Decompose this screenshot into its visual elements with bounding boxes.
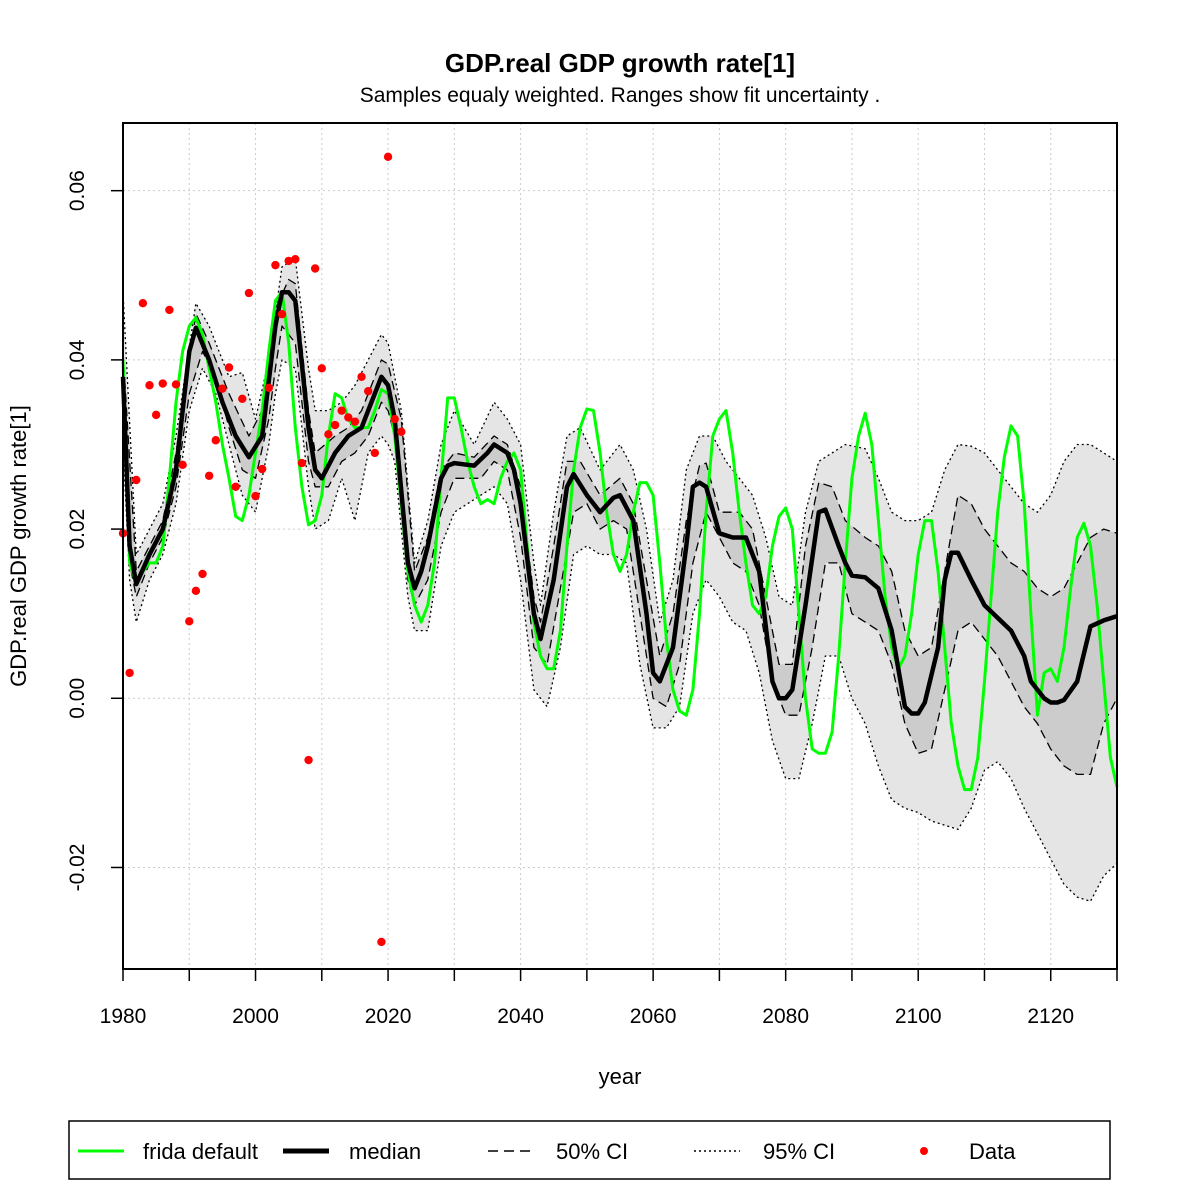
data-point: [138, 298, 148, 308]
data-point: [363, 386, 373, 396]
frida-default-line: [121, 290, 1119, 792]
data-point: [151, 410, 161, 420]
data-point: [145, 381, 154, 390]
x-tick-label: 2120: [1027, 1005, 1074, 1028]
y-axis: -0.02 0.00 0.02 0.04 0.06: [66, 170, 123, 891]
chart-title: GDP.real GDP growth rate[1]: [445, 48, 795, 78]
data-point: [251, 491, 260, 501]
data-point: [204, 471, 214, 480]
data-point: [211, 436, 220, 445]
x-tick-label: 2020: [365, 1005, 412, 1028]
data-point: [198, 569, 207, 579]
x-tick-label: 2040: [497, 1005, 544, 1028]
x-axis: 1980 2000 2020 2040 2060 2080 2100 2120: [100, 969, 1118, 1028]
data-point: [310, 264, 320, 273]
y-tick-label: 0.04: [66, 339, 89, 380]
data-point: [324, 430, 333, 439]
y-tick-label: 0.02: [66, 509, 89, 550]
data-point: [264, 383, 273, 392]
data-point: [257, 464, 267, 474]
y-tick-label: 0.06: [66, 170, 89, 211]
x-tick-label: 2100: [895, 1005, 942, 1028]
data-point: [357, 372, 366, 381]
chart-subtitle: Samples equaly weighted. Ranges show fit…: [360, 84, 881, 107]
data-point: [165, 305, 174, 315]
x-tick-label: 1980: [100, 1005, 147, 1028]
data-point: [397, 427, 406, 436]
data-point: [337, 406, 346, 415]
y-tick-label: 0.00: [66, 678, 89, 719]
data-point: [317, 364, 326, 373]
data-point: [125, 668, 134, 678]
data-point: [383, 152, 393, 162]
data-point: [291, 255, 300, 264]
data-point: [284, 256, 293, 266]
data-point: [158, 379, 167, 388]
data-point: [370, 448, 380, 458]
ci50-lower-line: [122, 325, 1118, 776]
data-points: [118, 152, 406, 947]
data-point: [191, 586, 201, 596]
legend-label-ci95: 95% CI: [763, 1139, 835, 1164]
x-tick-label: 2080: [762, 1005, 809, 1028]
data-point: [330, 420, 340, 430]
y-tick-label: -0.02: [66, 844, 89, 892]
data-point: [231, 482, 240, 491]
data-point: [224, 363, 234, 372]
ci95-upper-line: [122, 257, 1118, 623]
data-point: [238, 394, 247, 403]
legend-label-ci50: 50% CI: [556, 1139, 628, 1164]
legend-label-median: median: [349, 1139, 421, 1164]
data-point: [350, 417, 360, 426]
series-lines: [120, 257, 1119, 902]
x-axis-label: year: [599, 1064, 642, 1089]
data-point: [304, 755, 313, 765]
data-point: [132, 475, 141, 485]
plot-frame: [122, 122, 1118, 970]
data-point: [277, 309, 287, 319]
legend-swatch-data: [920, 1147, 928, 1155]
data-point: [390, 414, 399, 424]
data-point: [377, 937, 386, 947]
x-tick-label: 2060: [630, 1005, 677, 1028]
legend-box: [68, 1120, 1111, 1180]
data-point: [218, 384, 227, 393]
x-tick-label: 2000: [232, 1005, 279, 1028]
data-point: [178, 460, 187, 469]
data-point: [344, 413, 353, 422]
data-point: [185, 617, 194, 626]
legend-label-frida-default: frida default: [143, 1139, 258, 1164]
legend: frida default median 50% CI 95% CI Data: [68, 1120, 1111, 1180]
median-line: [120, 289, 1118, 716]
data-point: [171, 380, 181, 389]
data-point: [297, 458, 307, 468]
y-axis-label: GDP.real GDP growth rate[1]: [6, 405, 31, 687]
ci95-lower-line: [122, 359, 1118, 902]
legend-label-data: Data: [969, 1139, 1016, 1164]
data-point: [271, 260, 280, 270]
data-point: [244, 288, 254, 298]
